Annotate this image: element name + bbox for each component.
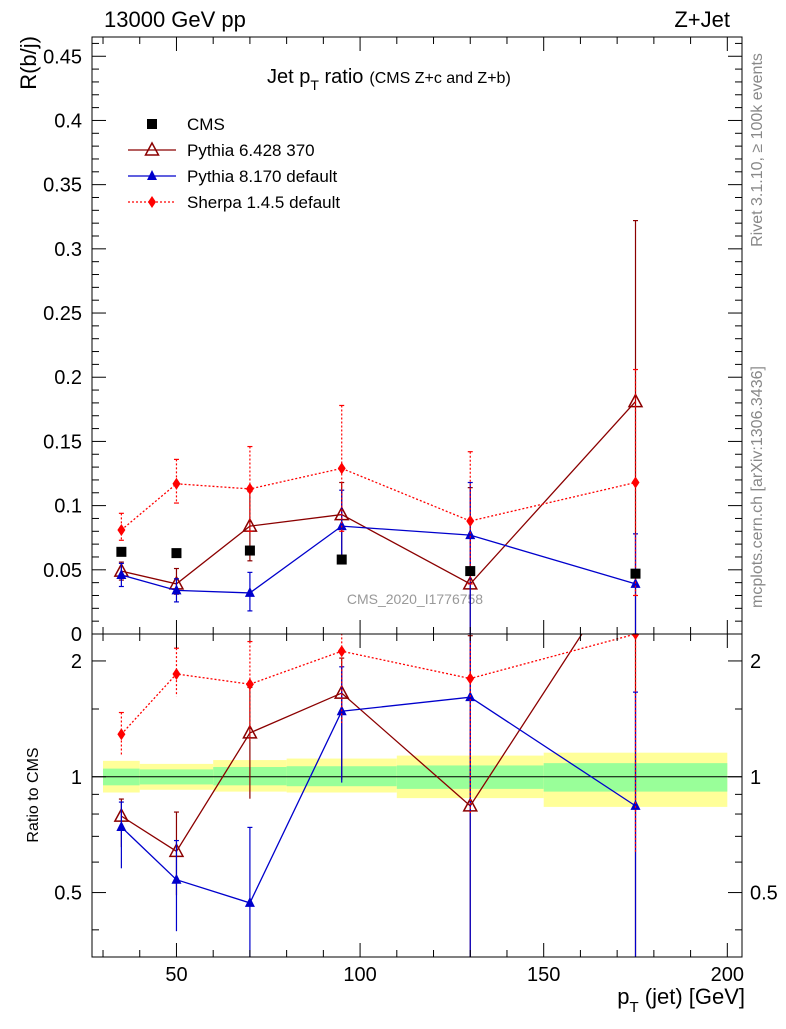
marker-triangle [116, 821, 127, 832]
y-tick-label: 0.3 [54, 239, 82, 261]
marker-diamond [172, 477, 181, 490]
ratio-plot-area [92, 634, 742, 957]
y-tick-label: 0.1 [54, 496, 82, 518]
ratio-y-tick-label: 0.5 [54, 883, 82, 905]
ratio-y-tick-label-right: 0.5 [750, 883, 778, 905]
ratio-y-tick-label: 2 [71, 651, 82, 673]
ratio-y-tick-label: 1 [71, 767, 82, 789]
marker-diamond [337, 645, 346, 658]
legend-label: Sherpa 1.4.5 default [187, 193, 340, 212]
marker-diamond [245, 678, 254, 691]
marker-triangle [465, 529, 476, 540]
series-line [120, 467, 636, 531]
y-tick-label: 0.45 [43, 46, 82, 68]
marker-diamond [172, 667, 181, 680]
legend-entry: Pythia 8.170 default [128, 167, 338, 186]
x-tick-label: 50 [165, 964, 187, 986]
ratio-series-line [120, 634, 636, 735]
process-label: Z+Jet [674, 7, 730, 32]
marker-triangle [116, 568, 127, 579]
marker-square [244, 545, 255, 556]
marker-triangle [171, 584, 182, 595]
x-axis-label: pT (jet) [GeV] [617, 984, 745, 1016]
x-tick-label: 100 [343, 964, 376, 986]
x-tick-label: 150 [527, 964, 560, 986]
legend-label: Pythia 8.170 default [187, 167, 338, 186]
marker-open-triangle [144, 141, 160, 156]
marker-diamond [117, 728, 126, 741]
series-line [121, 525, 636, 594]
marker-triangle [336, 520, 347, 531]
main-plot-area [113, 219, 644, 634]
legend-entry: Pythia 6.428 370 [128, 141, 315, 160]
marker-diamond [466, 672, 475, 685]
marker-diamond [245, 482, 254, 495]
marker-diamond [631, 634, 640, 640]
mcplots-label: mcplots.cern.ch [arXiv:1306.3436] [749, 366, 766, 608]
y-axis-label: R(b/j) [16, 36, 41, 90]
legend-entry: Sherpa 1.4.5 default [128, 193, 340, 212]
ratio-frame [91, 633, 743, 958]
ratio-series-line [120, 696, 636, 904]
marker-diamond [466, 515, 475, 528]
marker-diamond [117, 524, 126, 537]
marker-diamond [148, 196, 156, 208]
y-tick-label: 0.25 [43, 303, 82, 325]
marker-diamond [631, 476, 640, 489]
legend-label: Pythia 6.428 370 [187, 141, 315, 160]
legend-label: CMS [187, 115, 225, 134]
marker-square [465, 566, 476, 577]
ratio-series-line [121, 634, 583, 853]
y-tick-label: 0 [71, 624, 82, 646]
analysis-watermark: CMS_2020_I1776758 [347, 591, 483, 607]
y-tick-label: 0.4 [54, 110, 82, 132]
marker-square [630, 568, 641, 579]
marker-triangle [147, 170, 157, 180]
y-tick-label: 0.15 [43, 431, 82, 453]
y-tick-label: 0.35 [43, 175, 82, 197]
marker-triangle [171, 873, 182, 884]
series-line [121, 401, 636, 585]
legend-entry: CMS [147, 115, 225, 134]
collision-energy-label: 13000 GeV pp [104, 7, 246, 32]
y-tick-label: 0.2 [54, 367, 82, 389]
marker-square [171, 548, 182, 559]
y-tick-label: 0.05 [43, 560, 82, 582]
ratio-y-tick-label-right: 1 [750, 767, 761, 789]
ratio-y-tick-label-right: 2 [750, 651, 761, 673]
marker-square [147, 119, 157, 129]
chart-title: Jet pT ratio (CMS Z+c and Z+b) [267, 66, 511, 93]
marker-triangle [244, 896, 255, 907]
marker-square [116, 546, 127, 557]
marker-square [336, 554, 347, 565]
x-tick-label: 200 [711, 964, 744, 986]
ratio-y-axis-label: Ratio to CMS [25, 747, 42, 842]
marker-triangle [630, 799, 641, 810]
marker-triangle [244, 586, 255, 597]
marker-diamond [337, 462, 346, 475]
rivet-version-label: Rivet 3.1.10, ≥ 100k events [749, 53, 766, 247]
